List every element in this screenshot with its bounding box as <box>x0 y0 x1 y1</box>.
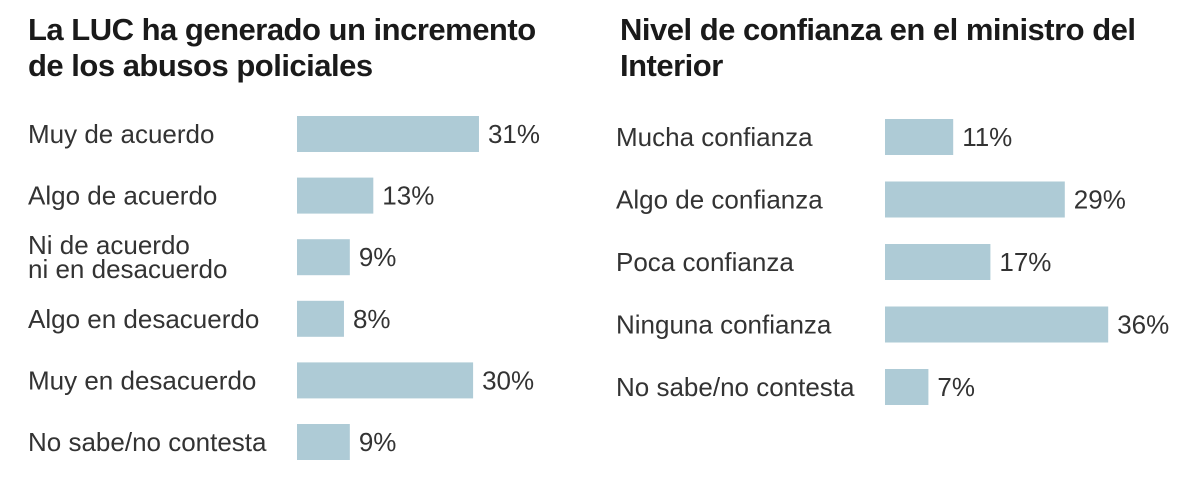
bar-no-sabe-no-contesta <box>297 424 350 460</box>
value-label-muy-en-desacuerdo: 30% <box>482 365 534 395</box>
value-label-algo-de-confianza: 29% <box>1074 185 1126 215</box>
category-label-no-sabe-no-contesta: No sabe/no contesta <box>28 427 267 457</box>
category-label-algo-de-confianza: Algo de confianza <box>616 185 823 215</box>
bar-algo-de-acuerdo <box>297 177 374 214</box>
category-label-no-sabe-no-contesta: No sabe/no contesta <box>616 372 855 402</box>
category-label-mucha-confianza: Mucha confianza <box>616 122 813 152</box>
chart-title: La LUC ha generado un incremento de los … <box>28 12 536 83</box>
chart-panel-confianza: Nivel de confianza en el ministro del In… <box>590 0 1200 480</box>
bar-algo-de-confianza <box>885 181 1065 218</box>
bar-algo-en-desacuerdo <box>297 300 344 337</box>
value-label-ninguna-confianza: 36% <box>1117 310 1169 340</box>
value-label-poca-confianza: 17% <box>999 247 1051 277</box>
bar-ni-de-acuerdo-ni-en-desacuerdo <box>297 239 350 276</box>
value-label-algo-de-acuerdo: 13% <box>382 181 434 211</box>
chart-title: Nivel de confianza en el ministro del In… <box>620 12 1136 83</box>
category-label-muy-de-acuerdo: Muy de acuerdo <box>28 119 214 149</box>
bar-mucha-confianza <box>885 119 954 155</box>
bar-ninguna-confianza <box>885 306 1109 343</box>
value-label-muy-de-acuerdo: 31% <box>488 119 540 149</box>
bar-poca-confianza <box>885 244 991 280</box>
category-label-algo-de-acuerdo: Algo de acuerdo <box>28 181 217 211</box>
category-label-poca-confianza: Poca confianza <box>616 247 794 277</box>
category-label-ninguna-confianza: Ninguna confianza <box>616 310 832 340</box>
category-label-muy-en-desacuerdo: Muy en desacuerdo <box>28 365 256 395</box>
category-label-algo-en-desacuerdo: Algo en desacuerdo <box>28 304 259 334</box>
bar-muy-de-acuerdo <box>297 116 479 152</box>
value-label-no-sabe-no-contesta: 7% <box>937 372 975 402</box>
value-label-no-sabe-no-contesta: 9% <box>359 427 397 457</box>
category-label-ni-de-acuerdo-ni-en-desacuerdo: Ni de acuerdo ni en desacuerdo <box>28 230 227 284</box>
chart-panel-luc: La LUC ha generado un incremento de los … <box>0 0 590 480</box>
value-label-ni-de-acuerdo-ni-en-desacuerdo: 9% <box>359 242 397 272</box>
value-label-algo-en-desacuerdo: 8% <box>353 304 391 334</box>
value-label-mucha-confianza: 11% <box>962 122 1012 152</box>
bar-chart-confianza: Mucha confianza 11% Algo de confianza 29% Po… <box>616 119 1169 405</box>
bar-no-sabe-no-contesta <box>885 369 929 405</box>
bar-muy-en-desacuerdo <box>297 362 474 399</box>
bar-chart-luc: Muy de acuerdo 31% Algo de acuerdo 13% Ni de… <box>28 116 540 460</box>
